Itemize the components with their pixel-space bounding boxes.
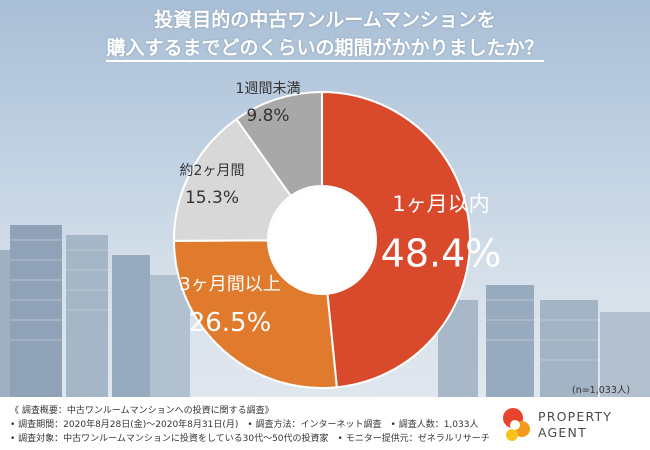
chart-title-line-1: 投資目的の中古ワンルームマンションを	[154, 9, 496, 31]
slice-label-2: 3ヶ月間以上	[179, 274, 280, 295]
slice-value-2: 26.5%	[189, 308, 272, 338]
slice-label-3: 約2ヶ月間	[180, 163, 245, 179]
sample-size-note: (n=1,033人)	[572, 385, 631, 396]
donut-center-hole	[269, 187, 375, 293]
donut-slice-4	[235, 90, 323, 198]
slice-label-4: 1週間未満	[236, 81, 301, 97]
property-agent-logo: PROPERTY AGENT	[500, 405, 640, 445]
chart-title-line-2: 購入するまでどのくらいの期間がかかりましたか？	[0, 36, 650, 62]
donut-slice-1	[321, 90, 471, 389]
survey-target-line: • 調査対象：中古ワンルームマンションに投資をしている30代〜50代の投資家 •…	[10, 434, 490, 444]
chart-title-line-2-text: 購入するまでどのくらいの期間がかかりましたか？	[106, 37, 544, 62]
slice-value-3: 15.3%	[185, 188, 239, 208]
slice-label-1: 1ヶ月以内	[392, 192, 489, 216]
logo-white-center	[510, 420, 520, 430]
property-agent-logo-mark	[503, 408, 530, 441]
logo-text-agent: AGENT	[538, 425, 587, 440]
slice-value-4: 9.8%	[246, 106, 289, 126]
logo-yellow-circle	[506, 429, 518, 441]
survey-heading: 《 調査概要：中古ワンルームマンションへの投資に関する調査》	[10, 406, 274, 416]
slice-value-1: 48.4%	[381, 231, 502, 275]
survey-footer: 《 調査概要：中古ワンルームマンションへの投資に関する調査》 • 調査期間：20…	[0, 397, 650, 450]
survey-period-line: • 調査期間：2020年8月28日(金)〜2020年8月31日(月) • 調査方…	[10, 420, 479, 430]
donut-slice-2	[172, 239, 338, 389]
logo-text-property: PROPERTY	[538, 409, 613, 424]
donut-slice-3	[173, 117, 293, 242]
